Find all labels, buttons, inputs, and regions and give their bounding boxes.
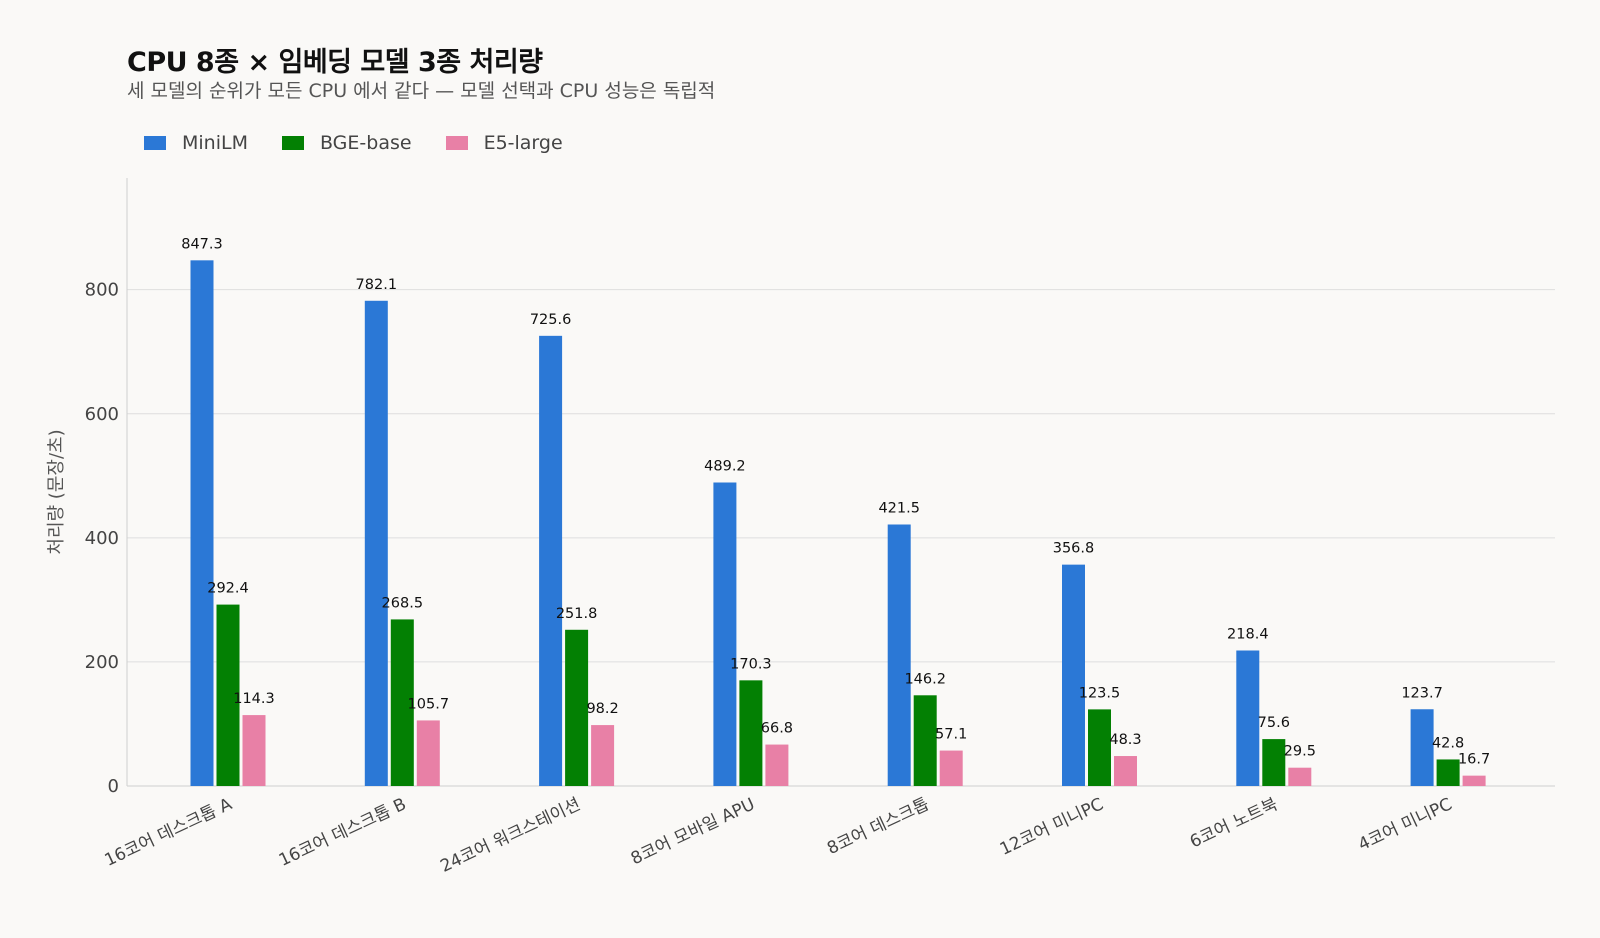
bar-minilm-3 — [713, 482, 737, 786]
bar-bge-base-1 — [390, 619, 414, 786]
legend-swatch-bge-base — [281, 136, 304, 150]
legend-item-bge-base: BGE-base — [281, 132, 412, 154]
bar-minilm-0 — [190, 260, 214, 787]
data-label-bge-base-0: 292.4 — [207, 581, 249, 597]
bar-e5-large-7 — [1462, 775, 1486, 786]
y-tick-label-600: 600 — [85, 404, 119, 425]
data-label-e5-large-2: 98.2 — [586, 701, 618, 717]
bar-minilm-2 — [539, 335, 563, 786]
data-label-minilm-5: 356.8 — [1053, 541, 1095, 557]
data-label-bge-base-4: 146.2 — [904, 671, 946, 687]
data-label-e5-large-5: 48.3 — [1109, 732, 1141, 748]
legend-label-e5-large: E5-large — [483, 132, 563, 154]
chart-title: CPU 8종 × 임베딩 모델 3종 처리량 — [127, 47, 543, 78]
y-axis-title: 처리량 (문장/초) — [46, 429, 67, 554]
bar-minilm-1 — [364, 300, 388, 786]
y-tick-label-200: 200 — [85, 652, 119, 673]
bar-e5-large-3 — [765, 744, 789, 786]
data-label-minilm-6: 218.4 — [1227, 627, 1269, 643]
data-label-minilm-3: 489.2 — [704, 458, 746, 474]
legend-label-minilm: MiniLM — [182, 132, 248, 154]
x-tick-label-3: 8코어 모바일 APU — [628, 794, 758, 869]
data-label-e5-large-3: 66.8 — [761, 721, 793, 737]
data-label-bge-base-7: 42.8 — [1432, 735, 1464, 751]
bar-e5-large-1 — [416, 720, 440, 786]
legend: MiniLM BGE-base E5-large — [144, 132, 597, 154]
y-tick-label-800: 800 — [85, 280, 119, 301]
x-tick-label-5: 12코어 미니PC — [997, 794, 1107, 859]
data-label-bge-base-1: 268.5 — [382, 595, 424, 611]
bar-minilm-6 — [1236, 650, 1260, 786]
x-tick-label-1: 16코어 데스크톱 B — [276, 794, 409, 870]
data-label-minilm-4: 421.5 — [878, 500, 920, 516]
data-label-minilm-0: 847.3 — [181, 236, 223, 252]
x-tick-label-2: 24코어 워크스테이션 — [437, 794, 583, 876]
x-tick-label-7: 4코어 미니PC — [1355, 794, 1455, 855]
bar-minilm-4 — [887, 524, 911, 786]
x-tick-label-4: 8코어 데스크톱 — [824, 794, 932, 859]
bar-e5-large-5 — [1114, 756, 1137, 786]
legend-item-minilm: MiniLM — [144, 132, 248, 154]
bar-bge-base-6 — [1262, 739, 1286, 786]
bar-bge-base-2 — [565, 629, 589, 786]
x-tick-label-0: 16코어 데스크톱 A — [102, 794, 236, 871]
data-label-e5-large-6: 29.5 — [1284, 744, 1316, 760]
data-label-minilm-2: 725.6 — [530, 312, 572, 328]
legend-item-e5-large: E5-large — [445, 132, 563, 154]
bar-e5-large-0 — [242, 715, 266, 786]
bar-minilm-7 — [1410, 709, 1434, 786]
bar-bge-base-3 — [739, 680, 763, 786]
data-label-bge-base-5: 123.5 — [1079, 685, 1121, 701]
chart-subtitle: 세 모델의 순위가 모든 CPU 에서 같다 — 모델 선택과 CPU 성능은 … — [127, 80, 716, 102]
legend-swatch-minilm — [144, 136, 166, 150]
data-label-minilm-7: 123.7 — [1401, 685, 1443, 701]
y-tick-label-400: 400 — [85, 528, 119, 549]
data-label-e5-large-7: 16.7 — [1458, 752, 1490, 768]
bar-bge-base-7 — [1436, 759, 1460, 786]
bar-minilm-5 — [1062, 564, 1085, 786]
bar-bge-base-0 — [216, 604, 240, 786]
data-label-bge-base-2: 251.8 — [556, 606, 598, 622]
data-label-bge-base-6: 75.6 — [1258, 715, 1290, 731]
data-label-e5-large-1: 105.7 — [408, 696, 450, 712]
legend-label-bge-base: BGE-base — [319, 132, 412, 154]
y-tick-label-0: 0 — [108, 776, 119, 797]
data-label-e5-large-4: 57.1 — [935, 727, 967, 743]
x-tick-label-6: 6코어 노트북 — [1187, 794, 1281, 852]
bar-bge-base-5 — [1088, 709, 1111, 786]
bar-bge-base-4 — [913, 695, 937, 786]
data-label-e5-large-0: 114.3 — [233, 691, 275, 707]
data-label-minilm-1: 782.1 — [356, 277, 398, 293]
data-label-bge-base-3: 170.3 — [730, 656, 772, 672]
bar-e5-large-6 — [1288, 767, 1312, 786]
bar-e5-large-4 — [939, 750, 963, 786]
bar-e5-large-2 — [591, 725, 615, 786]
legend-swatch-e5-large — [445, 136, 468, 150]
